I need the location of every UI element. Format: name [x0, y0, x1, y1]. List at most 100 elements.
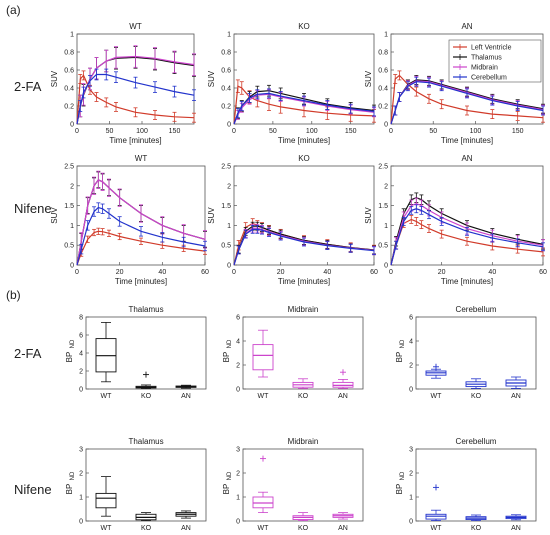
box-an: AN	[175, 384, 197, 400]
y-tick-label: 0.8	[64, 50, 74, 57]
x-tick-label: 40	[488, 269, 496, 276]
box-ko: KO	[292, 512, 314, 532]
chart-title: Thalamus	[128, 305, 163, 314]
row-label-2fa-b: 2-FA	[14, 346, 42, 361]
x-tick-label: KO	[471, 525, 482, 532]
y-axis-label: SUV	[207, 207, 216, 224]
y-axis-label: BP	[222, 484, 231, 495]
box-wt: WT	[252, 455, 274, 532]
series-line	[76, 230, 206, 266]
box-an: AN	[505, 514, 527, 532]
x-axis-label: Time [minutes]	[115, 277, 167, 286]
y-axis-label: BP	[395, 484, 404, 495]
y-axis-label-subscript: ND	[400, 471, 406, 480]
y-axis-label: SUV	[50, 70, 59, 87]
y-tick-label: 3	[236, 447, 240, 454]
box-ko: KO	[135, 512, 157, 532]
y-axis-label: BP	[65, 484, 74, 495]
y-tick-label: 0	[70, 263, 74, 270]
x-tick-label: KO	[298, 525, 309, 532]
y-tick-label: 0.8	[221, 50, 231, 57]
x-tick-label: 0	[389, 128, 393, 135]
y-tick-label: 4	[79, 351, 83, 358]
y-tick-label: 2	[409, 363, 413, 370]
x-axis-label: Time [minutes]	[278, 277, 330, 286]
box-ko: KO	[465, 514, 487, 532]
y-tick-label: 1	[79, 495, 83, 502]
y-axis-label: BP	[65, 352, 74, 363]
series-cerebellum	[390, 76, 545, 125]
row-label-nifene-a: Nifene	[14, 201, 52, 216]
y-tick-label: 3	[79, 447, 83, 454]
y-tick-label: 1.5	[64, 203, 74, 210]
y-tick-label: 0	[384, 122, 388, 129]
box-wt: WT	[425, 484, 447, 532]
y-tick-label: 2.5	[64, 164, 74, 171]
line-chart-ni-an: AN 0 20 40 60 0 0.5 1 1.5 2 2.5 Time [minutes] SUV	[364, 154, 547, 286]
y-tick-label: 1	[227, 32, 231, 39]
series-cerebellum	[233, 88, 376, 125]
legend-label: Cerebellum	[471, 75, 507, 82]
y-tick-label: 1	[384, 223, 388, 230]
y-tick-label: 2.5	[378, 164, 388, 171]
plot-frame	[85, 448, 207, 522]
box-wt: WT	[425, 363, 447, 400]
y-tick-label: 6	[79, 333, 83, 340]
y-tick-label: 1	[70, 32, 74, 39]
x-tick-label: 150	[512, 128, 524, 135]
y-tick-label: 1	[236, 495, 240, 502]
legend-item-left-ventricle: Left Ventricle	[453, 44, 512, 52]
legend-label: Thalamus	[471, 55, 502, 62]
chart-title: Midbrain	[288, 437, 319, 446]
y-axis-label: BP	[395, 352, 404, 363]
series-line	[76, 179, 206, 266]
box-iqr	[95, 492, 117, 509]
y-tick-label: 4	[409, 339, 413, 346]
y-tick-label: 2	[236, 363, 240, 370]
box-chart-bp-ni-thal: Thalamus 0 1 2 3 BP ND WT KO AN	[65, 437, 207, 532]
series-cerebellum	[76, 68, 196, 125]
box-an: AN	[505, 376, 527, 400]
y-tick-label: 1.5	[221, 203, 231, 210]
x-tick-label: 60	[539, 269, 547, 276]
y-axis-label: SUV	[364, 70, 373, 87]
series-cerebellum	[233, 224, 376, 266]
y-tick-label: 0	[236, 387, 240, 394]
y-tick-label: 1.5	[378, 203, 388, 210]
y-axis-label: SUV	[207, 70, 216, 87]
x-tick-label: 150	[345, 128, 357, 135]
box-chart-bp-fa-thal: Thalamus 0 2 4 6 8 BP ND WT KO AN	[65, 305, 207, 400]
x-axis-label: Time [minutes]	[109, 136, 161, 145]
x-tick-label: AN	[338, 525, 348, 532]
plot-frame	[233, 165, 375, 266]
series-line	[390, 202, 544, 266]
line-chart-fa-wt: WT 0 50 100 150 0 0.2 0.4 0.6 0.8 1 Time [minutes] S…	[50, 22, 196, 145]
x-tick-label: KO	[141, 525, 152, 532]
series-cerebellum	[390, 204, 545, 266]
x-tick-label: KO	[141, 393, 152, 400]
box-an: AN	[175, 510, 197, 532]
plot-frame	[390, 165, 544, 266]
row-label-nifene-b: Nifene	[14, 482, 52, 497]
x-tick-label: 0	[232, 128, 236, 135]
x-tick-label: WT	[101, 525, 113, 532]
box-ko: KO	[135, 371, 157, 400]
x-tick-label: WT	[258, 525, 270, 532]
y-tick-label: 6	[236, 315, 240, 322]
y-tick-label: 0	[236, 519, 240, 526]
series-line	[233, 225, 375, 266]
row-label-2fa-a: 2-FA	[14, 79, 42, 94]
y-tick-label: 8	[79, 315, 83, 322]
y-tick-label: 2	[70, 183, 74, 190]
y-tick-label: 2.5	[221, 164, 231, 171]
legend-label: Midbrain	[471, 65, 498, 72]
x-tick-label: 20	[116, 269, 124, 276]
box-chart-bp-ni-mid: Midbrain 0 1 2 3 BP ND WT KO AN	[222, 437, 364, 532]
y-tick-label: 0	[409, 519, 413, 526]
x-tick-label: AN	[181, 525, 191, 532]
plot-frame	[242, 448, 364, 522]
chart-title: AN	[461, 22, 472, 31]
chart-title: Thalamus	[128, 437, 163, 446]
legend-item-cerebellum: Cerebellum	[453, 74, 507, 82]
